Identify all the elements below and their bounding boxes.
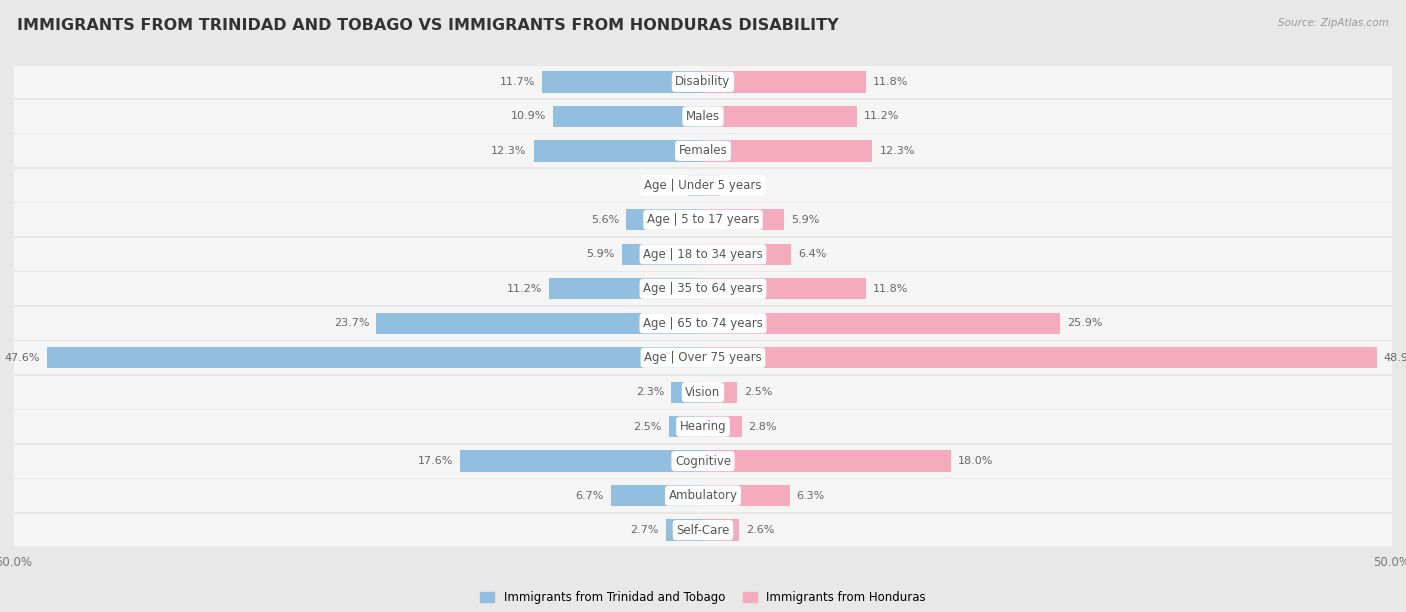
Bar — [541, 71, 703, 92]
Bar — [14, 100, 1392, 133]
Text: 2.8%: 2.8% — [748, 422, 778, 431]
Bar — [14, 479, 1392, 512]
Text: Age | Over 75 years: Age | Over 75 years — [644, 351, 762, 364]
Bar — [14, 65, 1392, 99]
Text: Cognitive: Cognitive — [675, 455, 731, 468]
Bar — [703, 278, 866, 299]
Text: 6.4%: 6.4% — [799, 249, 827, 259]
Bar — [703, 71, 866, 92]
Text: Disability: Disability — [675, 75, 731, 88]
Bar — [703, 244, 792, 265]
Bar — [703, 485, 790, 506]
Text: Vision: Vision — [685, 386, 721, 398]
Text: 12.3%: 12.3% — [491, 146, 527, 156]
Bar — [703, 416, 741, 438]
Text: Ambulatory: Ambulatory — [668, 489, 738, 502]
Text: 17.6%: 17.6% — [418, 456, 454, 466]
Bar — [14, 410, 1392, 443]
Bar — [14, 513, 1392, 547]
Text: 18.0%: 18.0% — [957, 456, 993, 466]
Text: 2.7%: 2.7% — [630, 525, 659, 535]
Text: Age | 65 to 74 years: Age | 65 to 74 years — [643, 317, 763, 330]
Text: Age | 18 to 34 years: Age | 18 to 34 years — [643, 248, 763, 261]
Text: 6.3%: 6.3% — [797, 491, 825, 501]
Bar — [703, 520, 738, 541]
Text: 2.5%: 2.5% — [744, 387, 773, 397]
Bar — [621, 244, 703, 265]
Bar — [48, 347, 703, 368]
Bar — [669, 416, 703, 438]
Text: 23.7%: 23.7% — [335, 318, 370, 328]
Text: Hearing: Hearing — [679, 420, 727, 433]
Bar — [14, 203, 1392, 236]
Text: Age | 5 to 17 years: Age | 5 to 17 years — [647, 214, 759, 226]
Text: Males: Males — [686, 110, 720, 123]
Bar — [626, 209, 703, 231]
Text: 1.1%: 1.1% — [652, 181, 681, 190]
Bar — [610, 485, 703, 506]
Text: 2.6%: 2.6% — [745, 525, 775, 535]
Bar — [671, 381, 703, 403]
Bar — [377, 313, 703, 334]
Legend: Immigrants from Trinidad and Tobago, Immigrants from Honduras: Immigrants from Trinidad and Tobago, Imm… — [475, 586, 931, 608]
Text: 25.9%: 25.9% — [1067, 318, 1102, 328]
Bar — [14, 238, 1392, 271]
Bar — [553, 106, 703, 127]
Bar — [703, 209, 785, 231]
Text: 2.3%: 2.3% — [636, 387, 665, 397]
Text: 5.9%: 5.9% — [586, 249, 614, 259]
Text: 5.9%: 5.9% — [792, 215, 820, 225]
Text: 2.5%: 2.5% — [633, 422, 662, 431]
Text: 6.7%: 6.7% — [575, 491, 603, 501]
Bar — [14, 341, 1392, 374]
Text: 5.6%: 5.6% — [591, 215, 619, 225]
Text: 12.3%: 12.3% — [879, 146, 915, 156]
Text: 10.9%: 10.9% — [510, 111, 546, 121]
Bar — [703, 106, 858, 127]
Bar — [688, 174, 703, 196]
Bar — [703, 174, 720, 196]
Bar — [14, 135, 1392, 167]
Text: Source: ZipAtlas.com: Source: ZipAtlas.com — [1278, 18, 1389, 28]
Bar — [14, 307, 1392, 340]
Bar — [703, 381, 738, 403]
Text: 47.6%: 47.6% — [4, 353, 41, 363]
Bar — [14, 376, 1392, 409]
Text: 11.8%: 11.8% — [873, 284, 908, 294]
Text: 11.7%: 11.7% — [499, 77, 534, 87]
Text: Age | Under 5 years: Age | Under 5 years — [644, 179, 762, 192]
Bar — [14, 445, 1392, 477]
Text: 11.2%: 11.2% — [506, 284, 541, 294]
Bar — [666, 520, 703, 541]
Bar — [14, 169, 1392, 202]
Bar — [533, 140, 703, 162]
Text: IMMIGRANTS FROM TRINIDAD AND TOBAGO VS IMMIGRANTS FROM HONDURAS DISABILITY: IMMIGRANTS FROM TRINIDAD AND TOBAGO VS I… — [17, 18, 838, 34]
Text: Age | 35 to 64 years: Age | 35 to 64 years — [643, 282, 763, 295]
Text: Self-Care: Self-Care — [676, 524, 730, 537]
Bar — [703, 313, 1060, 334]
Bar — [703, 347, 1376, 368]
Text: Females: Females — [679, 144, 727, 157]
Text: 11.2%: 11.2% — [865, 111, 900, 121]
Text: 48.9%: 48.9% — [1384, 353, 1406, 363]
Bar — [703, 450, 950, 472]
Bar — [14, 272, 1392, 305]
Text: 11.8%: 11.8% — [873, 77, 908, 87]
Bar — [703, 140, 873, 162]
Bar — [548, 278, 703, 299]
Text: 1.2%: 1.2% — [727, 181, 755, 190]
Bar — [461, 450, 703, 472]
